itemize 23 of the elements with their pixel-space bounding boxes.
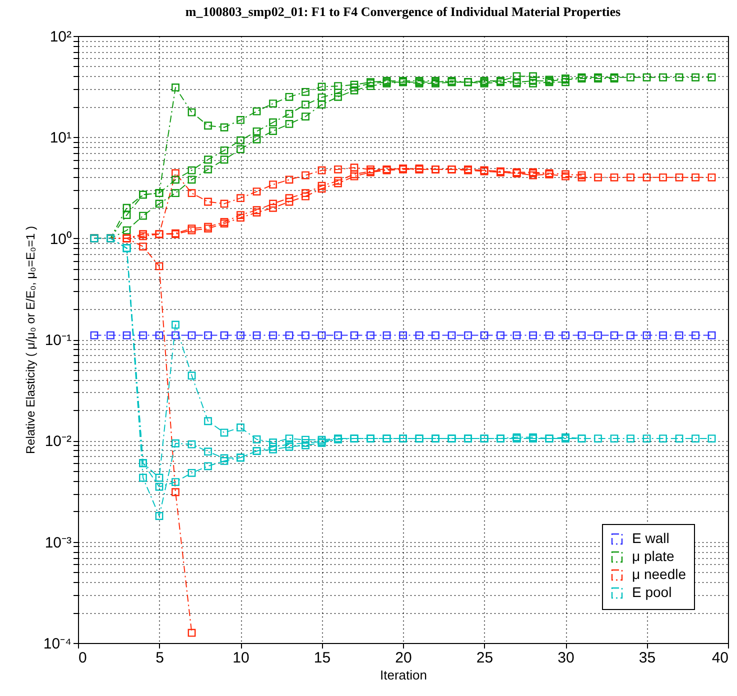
x-tick-label: 20 <box>395 650 412 666</box>
legend-label: μ plate <box>632 548 675 564</box>
y-tick-label: 10⁻⁴ <box>43 636 72 652</box>
x-tick-label: 30 <box>558 650 574 666</box>
y-axis-title: Relative Elasticity ( μ/μ₀ or E/E₀, μ₀=E₀=1 ) <box>23 226 38 454</box>
y-tick-label: 10⁰ <box>50 230 72 248</box>
y-tick-label: 10⁻² <box>44 433 72 450</box>
y-tick-label: 10¹ <box>50 130 72 147</box>
legend-label: μ needle <box>632 566 686 582</box>
x-tick-label: 25 <box>476 650 494 666</box>
x-axis-title: Iteration <box>380 668 427 682</box>
x-tick-label: 40 <box>712 650 728 666</box>
legend-label: E wall <box>632 530 670 546</box>
x-tick-label: 10 <box>232 650 250 666</box>
x-tick-label: 5 <box>156 650 164 666</box>
y-tick-label: 10⁻³ <box>44 534 72 552</box>
x-tick-label: 35 <box>638 650 656 666</box>
x-tick-label: 15 <box>314 650 331 666</box>
legend-label: E pool <box>632 584 672 600</box>
y-tick-label: 10⁻¹ <box>44 332 72 349</box>
y-tick-label: 10² <box>50 28 72 46</box>
chart-title: m_100803_smp02_01: F1 to F4 Convergence of Individual Material Properties <box>185 4 621 19</box>
x-tick-label: 0 <box>78 650 87 666</box>
